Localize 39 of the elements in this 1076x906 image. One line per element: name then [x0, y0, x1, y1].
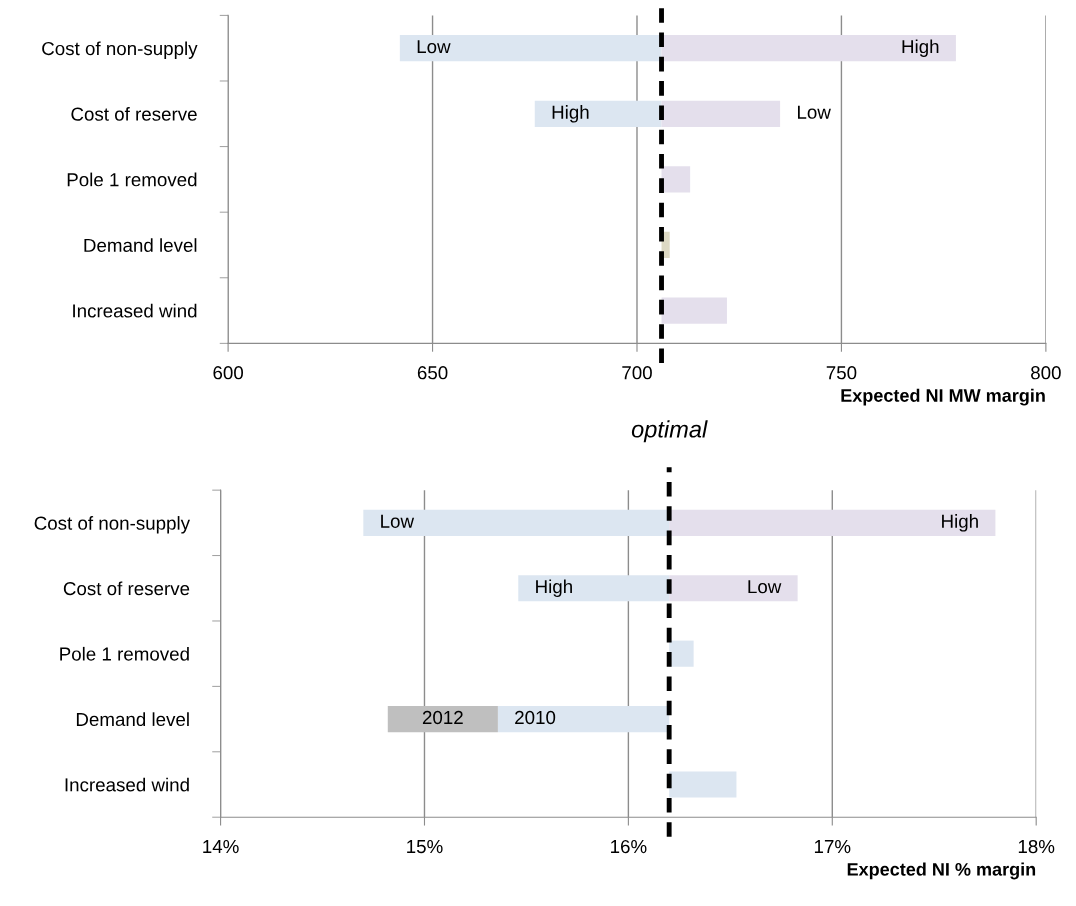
bar — [387, 706, 498, 733]
series-label: High — [942, 514, 978, 532]
series-label: 2010 — [515, 710, 556, 725]
x-axis-title: Expected NI MW margin — [841, 388, 1045, 406]
y-tick-label: Cost of reserve — [71, 107, 197, 121]
x-tick-label: 18% — [1018, 839, 1055, 854]
series-label: 2012 — [422, 710, 463, 725]
x-tick-label: 650 — [417, 366, 448, 380]
bar — [669, 640, 694, 667]
x-tick-label: 700 — [622, 366, 652, 380]
y-tick-label: Increased wind — [73, 303, 197, 318]
bar — [497, 706, 670, 733]
ref-line-label: optimal — [631, 420, 708, 443]
x-tick-label: 15% — [407, 840, 443, 854]
bar — [661, 166, 691, 193]
series-label: Low — [381, 514, 415, 528]
y-tick-label: Pole 1 removed — [60, 646, 189, 661]
series-label: High — [552, 105, 589, 123]
series-label: High — [902, 39, 939, 57]
x-tick-label: 14% — [203, 840, 239, 854]
x-tick-label: 17% — [814, 840, 851, 854]
y-tick-label: Demand level — [76, 712, 189, 727]
bar — [661, 297, 727, 324]
y-tick-label: Cost of non-supply — [42, 41, 198, 59]
x-axis-title: Expected NI % margin — [847, 862, 1036, 880]
y-tick-label: Increased wind — [65, 777, 189, 792]
series-label: Low — [748, 580, 782, 594]
series-label: High — [536, 579, 572, 598]
y-tick-label: Demand level — [84, 238, 197, 252]
x-tick-label: 600 — [213, 366, 244, 380]
series-label: Low — [797, 105, 831, 119]
y-tick-label: Cost of non-supply — [34, 516, 190, 534]
series-label: Low — [417, 40, 451, 54]
y-tick-label: Cost of reserve — [63, 581, 190, 596]
x-tick-label: 800 — [1031, 366, 1061, 380]
y-tick-label: Pole 1 removed — [67, 172, 197, 187]
bar — [669, 771, 737, 798]
x-tick-label: 750 — [826, 366, 857, 380]
x-tick-label: 16% — [611, 839, 647, 854]
